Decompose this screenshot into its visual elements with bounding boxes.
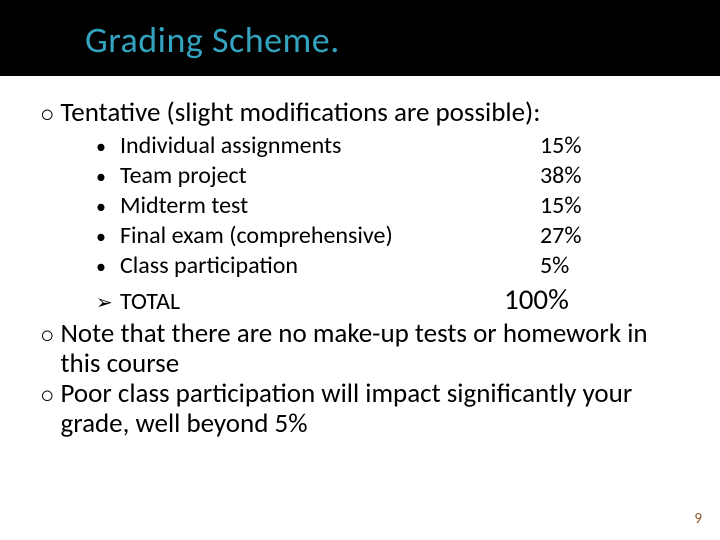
list-item: • Class participation 5% xyxy=(96,251,680,281)
list-item: • Individual assignments 15% xyxy=(96,131,680,161)
circle-bullet-icon: ○ xyxy=(40,383,55,410)
item-percent: 5% xyxy=(540,251,680,281)
total-label: TOTAL xyxy=(120,286,504,317)
grading-list: • Individual assignments 15% • Team proj… xyxy=(40,131,680,281)
circle-bullet-icon: ○ xyxy=(40,101,55,129)
lead-line: ○ Tentative (slight modifications are po… xyxy=(40,96,680,129)
note-text: Poor class participation will impact sig… xyxy=(61,379,681,439)
note-line: ○ Poor class participation will impact s… xyxy=(40,379,680,439)
list-item: • Final exam (comprehensive) 27% xyxy=(96,221,680,251)
list-item: • Team project 38% xyxy=(96,161,680,191)
header-band: Grading Scheme. xyxy=(0,0,720,76)
item-label: Individual assignments xyxy=(120,131,540,161)
dot-bullet-icon: • xyxy=(96,165,120,190)
dot-bullet-icon: • xyxy=(96,135,120,160)
page-title: Grading Scheme. xyxy=(0,18,720,62)
chevron-bullet-icon: ➢ xyxy=(96,290,120,316)
circle-bullet-icon: ○ xyxy=(40,323,55,350)
dot-bullet-icon: • xyxy=(96,225,120,250)
slide-body: ○ Tentative (slight modifications are po… xyxy=(0,76,720,440)
item-percent: 38% xyxy=(540,161,680,191)
note-line: ○ Note that there are no make-up tests o… xyxy=(40,319,680,379)
total-row: ➢ TOTAL 100% xyxy=(40,281,680,319)
dot-bullet-icon: • xyxy=(96,255,120,280)
page-number: 9 xyxy=(694,510,702,528)
list-item: • Midterm test 15% xyxy=(96,191,680,221)
item-percent: 27% xyxy=(540,221,680,251)
dot-bullet-icon: • xyxy=(96,195,120,220)
lead-text: Tentative (slight modifications are poss… xyxy=(61,96,541,129)
item-label: Class participation xyxy=(120,251,540,281)
note-text: Note that there are no make-up tests or … xyxy=(61,319,681,379)
item-percent: 15% xyxy=(540,131,680,161)
item-label: Team project xyxy=(120,161,540,191)
total-percent: 100% xyxy=(504,281,680,319)
item-label: Final exam (comprehensive) xyxy=(120,221,540,251)
item-label: Midterm test xyxy=(120,191,540,221)
item-percent: 15% xyxy=(540,191,680,221)
